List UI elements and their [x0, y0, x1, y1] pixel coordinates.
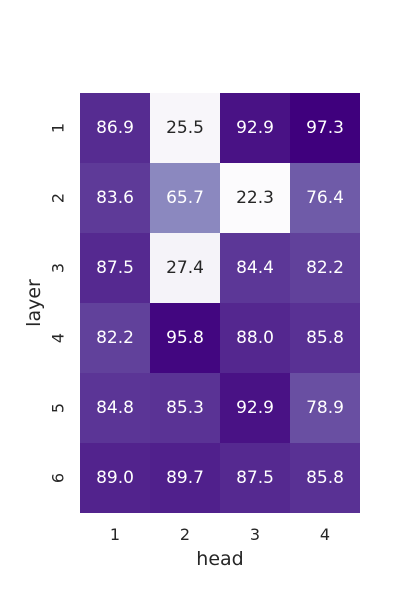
y-tick-label: 4 [49, 333, 68, 343]
heatmap-cell-r5-c3 [220, 373, 290, 443]
x-tick-label: 1 [110, 525, 120, 544]
heatmap-cell-label: 84.4 [236, 258, 274, 278]
heatmap-cell-r3-c4 [290, 233, 360, 303]
heatmap-cell-label: 25.5 [166, 118, 204, 138]
heatmap-cell-label: 85.8 [306, 328, 344, 348]
heatmap-cell-r6-c3 [220, 443, 290, 513]
heatmap-cell-label: 84.8 [96, 398, 134, 418]
heatmap-cell-label: 87.5 [236, 468, 274, 488]
heatmap-cell-r3-c1 [80, 233, 150, 303]
heatmap-cell-r1-c4 [290, 93, 360, 163]
heatmap-cell-label: 22.3 [236, 188, 274, 208]
heatmap-cell-r6-c2 [150, 443, 220, 513]
heatmap-cell-label: 89.7 [166, 468, 204, 488]
heatmap-cell-label: 65.7 [166, 188, 204, 208]
y-axis-label: layer [23, 279, 45, 327]
heatmap-cell-r5-c2 [150, 373, 220, 443]
heatmap-cell-label: 83.6 [96, 188, 134, 208]
heatmap-cell-r4-c3 [220, 303, 290, 373]
heatmap-cell-label: 92.9 [236, 398, 274, 418]
y-axis-ticks: 1 2 3 4 5 6 [49, 123, 68, 483]
heatmap-cell-r1-c2 [150, 93, 220, 163]
heatmap-cell-r2-c2 [150, 163, 220, 233]
heatmap-cell-r4-c4 [290, 303, 360, 373]
heatmap-cell-label: 85.8 [306, 468, 344, 488]
heatmap-cell-label: 97.3 [306, 118, 344, 138]
heatmap-cell-label: 78.9 [306, 398, 344, 418]
heatmap-cell-label: 85.3 [166, 398, 204, 418]
heatmap-cell-r2-c1 [80, 163, 150, 233]
heatmap-cell-label: 82.2 [96, 328, 134, 348]
x-tick-label: 2 [180, 525, 190, 544]
heatmap-cells: 86.9 25.5 92.9 97.3 83.6 65.7 22.3 76.4 87.5 27.4… [80, 93, 360, 513]
heatmap-cell-r4-c1 [80, 303, 150, 373]
y-tick-label: 3 [49, 263, 68, 273]
heatmap-cell-r5-c4 [290, 373, 360, 443]
x-tick-label: 3 [250, 525, 260, 544]
heatmap-cell-label: 82.2 [306, 258, 344, 278]
heatmap-cell-label: 95.8 [166, 328, 204, 348]
heatmap-cell-r4-c2 [150, 303, 220, 373]
y-tick-label: 2 [49, 193, 68, 203]
heatmap-cell-label: 76.4 [306, 188, 344, 208]
x-axis-label: head [196, 548, 243, 570]
heatmap-cell-r6-c4 [290, 443, 360, 513]
y-tick-label: 1 [49, 123, 68, 133]
heatmap-cell-label: 89.0 [96, 468, 134, 488]
heatmap-cell-r2-c4 [290, 163, 360, 233]
heatmap-cell-label: 87.5 [96, 258, 134, 278]
heatmap-cell-r6-c1 [80, 443, 150, 513]
heatmap-cell-label: 86.9 [96, 118, 134, 138]
heatmap-cell-r1-c1 [80, 93, 150, 163]
heatmap-cell-r3-c3 [220, 233, 290, 303]
x-axis-ticks: 1 2 3 4 [110, 525, 330, 544]
x-tick-label: 4 [320, 525, 330, 544]
heatmap-cell-r1-c3 [220, 93, 290, 163]
heatmap-cell-r2-c3 [220, 163, 290, 233]
heatmap-cell-label: 27.4 [166, 258, 204, 278]
heatmap-cell-label: 92.9 [236, 118, 274, 138]
heatmap-cell-r3-c2 [150, 233, 220, 303]
heatmap-cell-label: 88.0 [236, 328, 274, 348]
y-tick-label: 5 [49, 403, 68, 413]
heatmap-cell-r5-c1 [80, 373, 150, 443]
y-tick-label: 6 [49, 473, 68, 483]
